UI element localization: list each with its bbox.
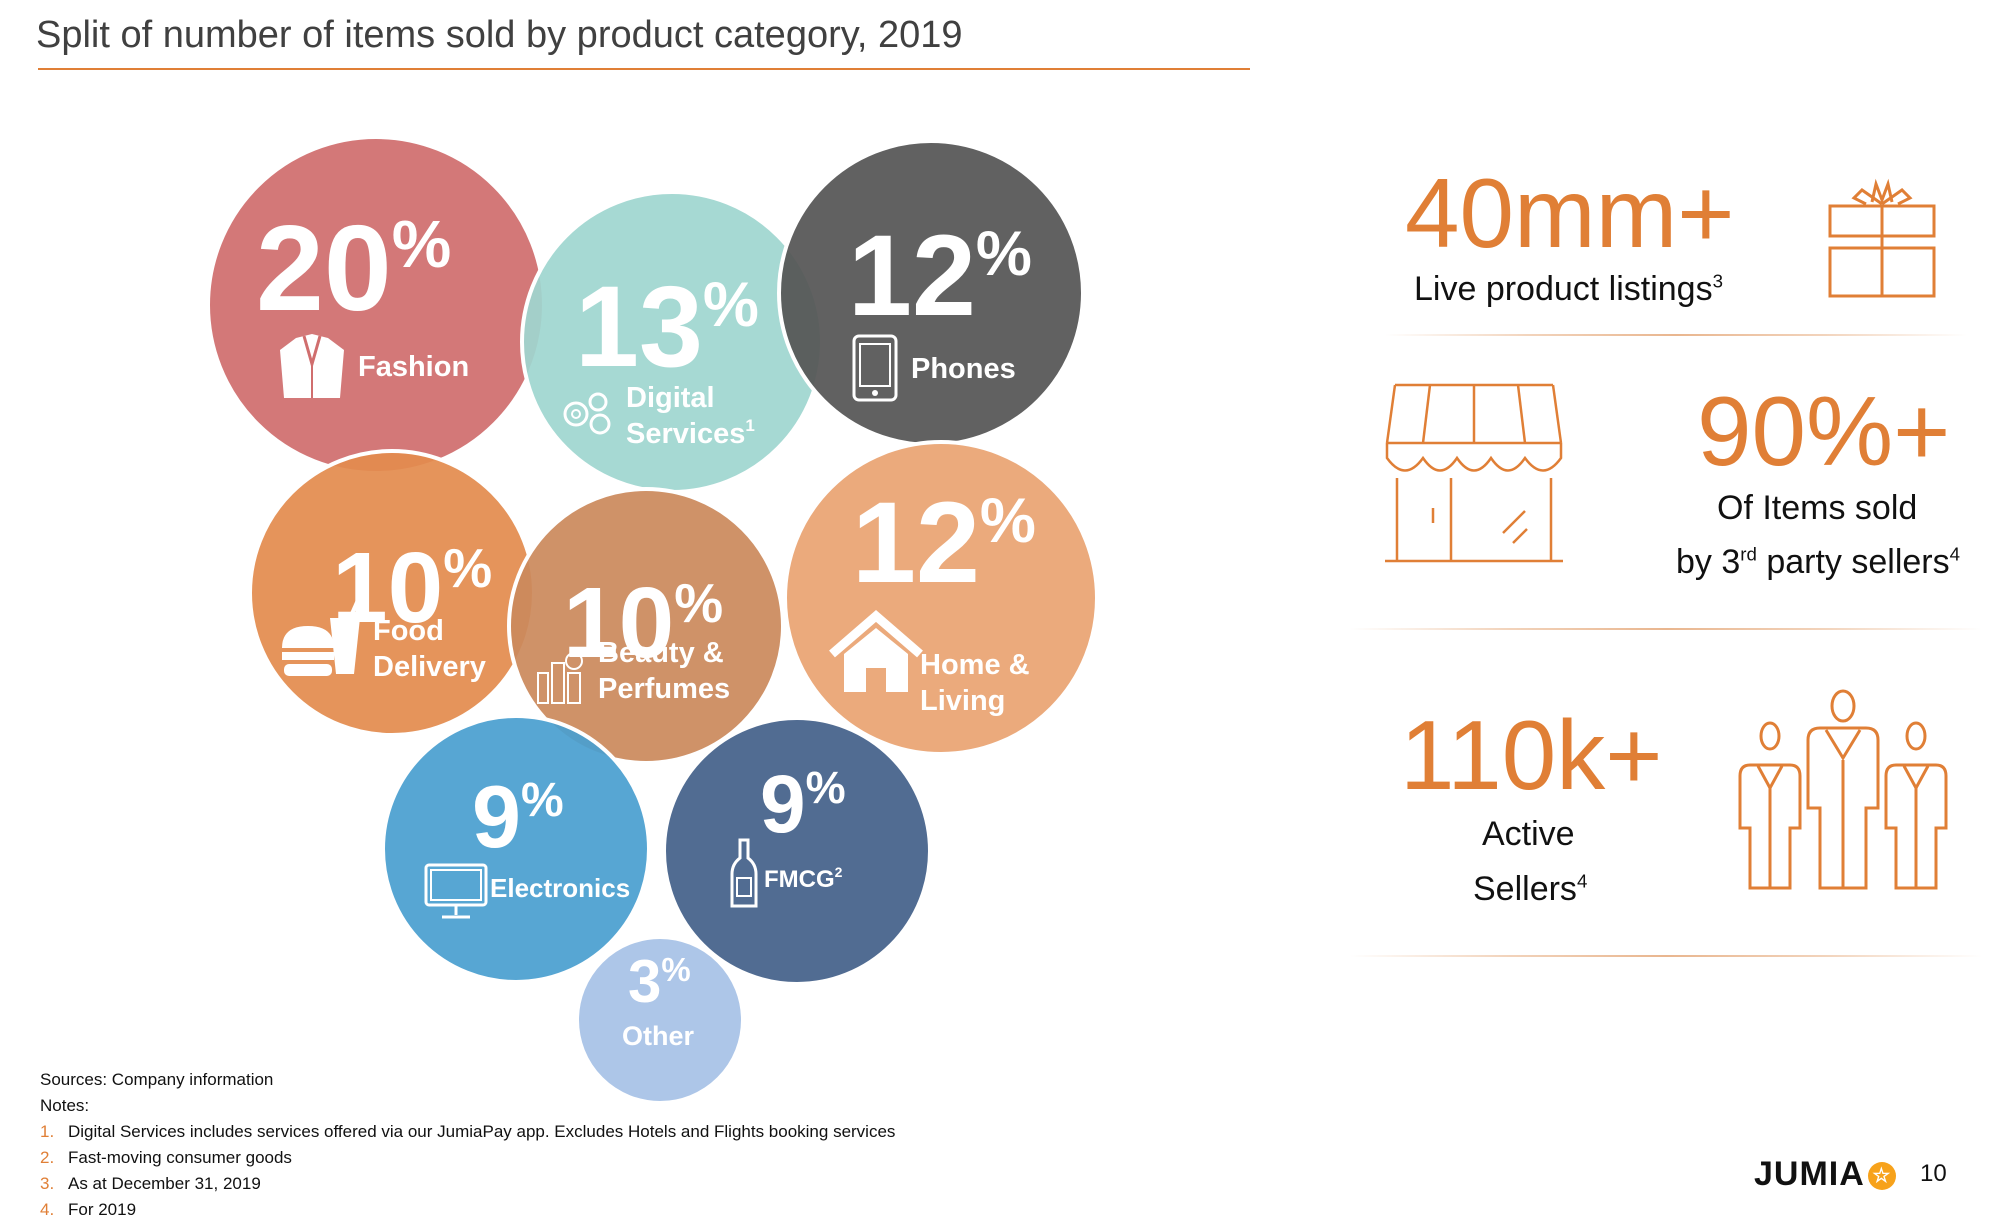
label-beauty-perfumes-1: Beauty & xyxy=(598,637,724,669)
gift-icon xyxy=(1828,178,1936,298)
kpi-sellers-label-line1: Active xyxy=(1482,815,1575,853)
phone-icon xyxy=(852,334,898,402)
kpi-3p-label-line1: Of Items sold xyxy=(1717,489,1918,527)
page-number: 10 xyxy=(1920,1160,1947,1187)
value-other: 3% xyxy=(628,948,691,1015)
star-icon: ☆ xyxy=(1867,1162,1896,1191)
separator-2 xyxy=(1350,628,1982,630)
bubble-beauty-perfumes xyxy=(507,487,785,765)
jacket-icon xyxy=(280,334,344,398)
label-electronics: Electronics xyxy=(490,873,630,903)
separator-1 xyxy=(1385,334,1967,336)
label-beauty-perfumes-2: Perfumes xyxy=(598,673,730,705)
kpi-3p-value: 90%+ xyxy=(1697,376,1951,486)
label-digital-services-1: Digital xyxy=(626,382,715,414)
label-digital-services-2: Services1 xyxy=(626,416,755,450)
label-other: Other xyxy=(622,1021,695,1051)
notes-label: Notes: xyxy=(40,1096,90,1115)
label-fmcg: FMCG2 xyxy=(764,864,843,893)
kpi-listings-value: 40mm+ xyxy=(1405,158,1735,268)
bubble-fmcg xyxy=(662,716,932,986)
label-food-delivery-2: Delivery xyxy=(373,651,486,683)
footnote-2: 2. Fast-moving consumer goods xyxy=(40,1148,292,1167)
label-phones: Phones xyxy=(911,353,1016,385)
label-home-living-1: Home & xyxy=(920,649,1030,681)
footnote-1: 1. Digital Services includes services off… xyxy=(40,1122,896,1141)
store-icon xyxy=(1385,383,1563,563)
kpi-3p-label-line2: by 3rd party sellers4 xyxy=(1676,543,1961,581)
page-title: Split of number of items sold by product… xyxy=(36,14,963,56)
value-phones: 12% xyxy=(848,212,1032,340)
footnote-3: 3. As at December 31, 2019 xyxy=(40,1174,261,1193)
monitor-icon xyxy=(424,863,488,919)
bubble-chart: 20%Fashion 13%DigitalServices112%Phones10… xyxy=(206,135,1099,1105)
label-home-living-2: Living xyxy=(920,685,1005,717)
separator-3 xyxy=(1350,955,1982,957)
kpi-listings-label: Live product listings3 xyxy=(1414,270,1724,308)
title-underline xyxy=(38,68,1250,70)
people-icon xyxy=(1738,689,1948,890)
bubble-other xyxy=(575,935,745,1105)
kpi-sellers-label-line2: Sellers4 xyxy=(1473,870,1588,908)
gears-icon xyxy=(563,392,611,435)
kpi-sellers-value: 110k+ xyxy=(1400,700,1663,810)
bottle-icon xyxy=(730,838,758,908)
jumia-logo: JUMIA ☆ xyxy=(1754,1155,1896,1194)
burger-drink-icon xyxy=(282,599,360,676)
house-icon xyxy=(829,610,923,692)
cosmetics-icon xyxy=(537,652,583,704)
sources-note: Sources: Company information xyxy=(40,1070,274,1089)
label-food-delivery-1: Food xyxy=(373,615,444,647)
label-fashion: Fashion xyxy=(358,351,469,383)
footnote-4: 4. For 2019 xyxy=(40,1200,137,1219)
value-fmcg: 9% xyxy=(760,759,846,850)
